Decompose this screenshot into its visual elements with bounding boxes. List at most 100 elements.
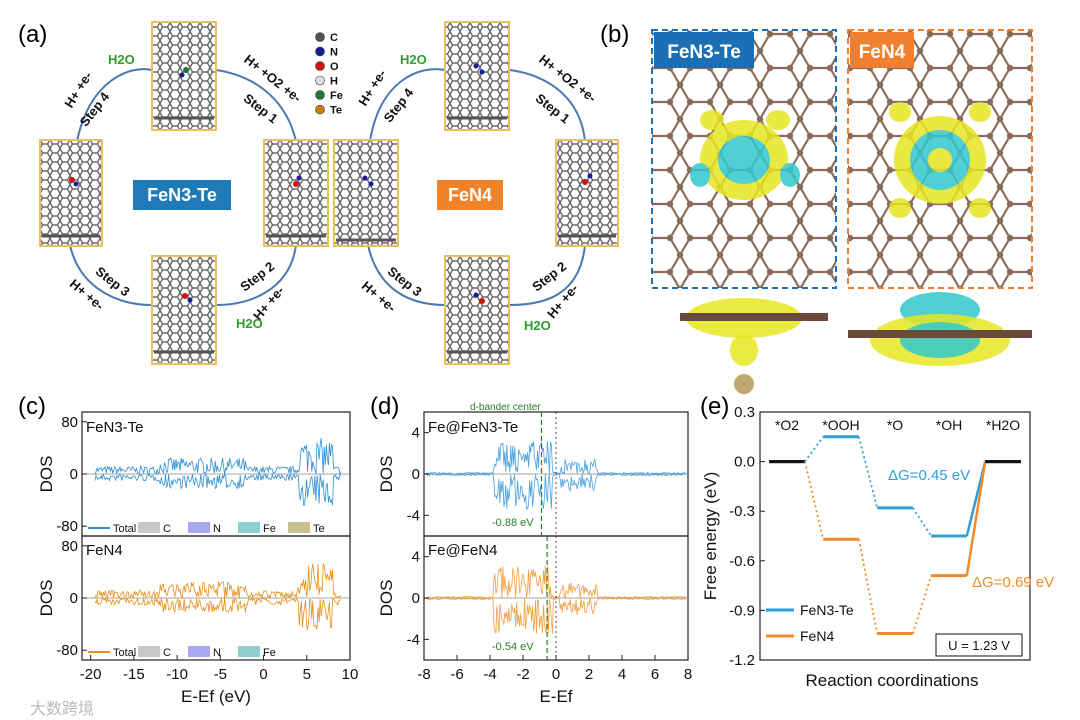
dos-fe-spin-down <box>425 597 687 634</box>
xtick-label: 0 <box>259 666 267 683</box>
cycle-arc-left-bot-r <box>215 244 297 306</box>
dos-total-spin-up <box>94 438 342 476</box>
step1-left: Step 1 <box>241 91 281 127</box>
panel-e: (e) 0.3 0.0 -0.3 -0.6 -0.9 -1.2 *O2 *OOH *O *OH *H… <box>700 393 1054 690</box>
reagent-right-he-3: H+ +e- <box>359 278 399 315</box>
structure-box-right-top <box>444 21 510 131</box>
cycle-arc-right-bot-l <box>367 244 446 306</box>
panel-label-b: (b) <box>600 21 629 48</box>
legend-label-c: C <box>163 647 171 659</box>
ytick-label: -80 <box>56 518 78 535</box>
legend-atom-o-label: O <box>330 61 339 73</box>
plot-e-annotation-fen3te: ΔG=0.45 eV <box>888 467 970 484</box>
panel-label-d: (d) <box>370 393 399 420</box>
xtick-label: 6 <box>651 666 659 683</box>
category-label: *H2O <box>986 417 1020 433</box>
plot-e-frame <box>759 411 1031 661</box>
plot-d-annotation: d-bander center <box>470 402 541 413</box>
plot-c-top-title: FeN3-Te <box>86 419 144 436</box>
xtick-label: -4 <box>483 666 496 683</box>
legend-atom-c-icon <box>315 32 325 42</box>
step4-right: Step 4 <box>381 85 417 126</box>
energy-connector-1-3 <box>965 461 987 576</box>
side-view-left <box>680 298 828 394</box>
legend-label-fe: Fe <box>263 647 276 659</box>
xtick-label: 5 <box>303 666 311 683</box>
legend-swatch-fe <box>238 522 260 533</box>
plot-c-bottom: 80 0 -80 Total C N Fe -20 -15 -10 -5 0 5 10 <box>56 538 358 683</box>
category-label: *OH <box>936 417 962 433</box>
xtick-label: -10 <box>166 666 188 683</box>
energy-connector-0-0 <box>804 436 824 463</box>
structure-box-left-left <box>39 139 103 247</box>
cycle-label-left-box <box>133 180 231 210</box>
watermark: 大数跨境 <box>30 699 94 718</box>
xtick-label: 4 <box>618 666 626 683</box>
step1-right: Step 1 <box>533 91 573 127</box>
charge-density-left <box>651 29 837 289</box>
water-left-top: H2O <box>108 52 135 67</box>
plot-d-top: 4 0 -4 <box>407 412 688 536</box>
legend-atom-fe-label: Fe <box>330 90 343 102</box>
xtick-label: 8 <box>684 666 692 683</box>
xtick-label: -15 <box>123 666 145 683</box>
energy-connector-1-2 <box>911 575 933 634</box>
plot-c-top: 80 0 -80 Total C N Fe Te <box>56 414 350 535</box>
ytick-label: 0 <box>412 466 420 483</box>
legend-atom-h-label: H <box>330 76 338 88</box>
water-left-bot: H2O <box>236 316 263 331</box>
panel-a: (a) <box>18 21 619 365</box>
xtick-label: 0 <box>552 666 560 683</box>
energy-connector-1-0 <box>803 461 825 540</box>
plot-d-bottom-dcenter-label: -0.54 eV <box>492 641 534 653</box>
ytick-label: -4 <box>407 507 420 524</box>
ytick-label: -4 <box>407 631 420 648</box>
legend-atom-fe-icon <box>315 90 325 100</box>
plot-d-top-dcenter-label: -0.88 eV <box>492 517 534 529</box>
dos-total-spin-down <box>94 472 342 506</box>
plot-e: 0.3 0.0 -0.3 -0.6 -0.9 -1.2 *O2 *OOH *O *OH *H2O Fe… <box>729 404 1021 669</box>
cycle-arc-right-top-r <box>509 69 586 142</box>
xtick-label: -8 <box>417 666 430 683</box>
plot-e-potential-box <box>935 633 1023 657</box>
legend-label-1: FeN4 <box>800 628 834 644</box>
ytick-label: 4 <box>412 549 420 566</box>
ytick-label: -0.9 <box>729 602 755 619</box>
ytick-label: 0 <box>70 590 78 607</box>
structure-box-right-bottom <box>444 255 510 365</box>
legend-atom-o-icon <box>315 61 325 71</box>
panel-b-right-title-box <box>850 32 914 68</box>
dos-total-spin-up <box>94 562 342 600</box>
plot-d-bottom-title: Fe@FeN4 <box>428 542 497 559</box>
legend-label-total: Total <box>113 647 136 659</box>
ytick-label: 80 <box>61 414 78 431</box>
legend-atom-te-icon <box>315 104 325 115</box>
panel-b-right-title: FeN4 <box>859 42 906 63</box>
step3-right: Step 3 <box>385 264 425 300</box>
ytick-label: -1.2 <box>729 652 755 669</box>
ytick-label: 80 <box>61 538 78 555</box>
legend-atom-te-label: Te <box>330 105 342 117</box>
legend-label-0: FeN3-Te <box>800 602 854 618</box>
panel-b: (b) FeN3-Te FeN4 <box>600 21 1033 394</box>
cycle-arc-left-bot-l <box>69 244 153 306</box>
panel-label-e: (e) <box>700 393 729 420</box>
legend-label-te: Te <box>313 523 325 535</box>
ytick-label: 4 <box>412 425 420 442</box>
dos-fe-spin-down <box>425 473 687 510</box>
plot-d-top-title: Fe@FeN3-Te <box>428 419 518 436</box>
legend-label-total: Total <box>113 523 136 535</box>
dos-total-spin-down <box>94 596 342 631</box>
legend-swatch-fe <box>238 646 260 657</box>
side-view-right <box>848 292 1032 366</box>
energy-connector-0-1 <box>857 436 879 509</box>
panel-d: (d) 4 0 -4 4 0 -4 -8 -6 -4 -2 0 2 4 6 8 d-bander cent… <box>370 393 692 706</box>
legend-atom-n-icon <box>315 46 325 57</box>
ytick-label: 0 <box>412 590 420 607</box>
plot-e-ylabel: Free energy (eV) <box>701 472 720 601</box>
panel-b-left-title-box <box>654 32 754 68</box>
ytick-label: 0.3 <box>734 404 755 421</box>
legend-label-n: N <box>213 647 221 659</box>
structure-box-left-right <box>263 139 329 247</box>
